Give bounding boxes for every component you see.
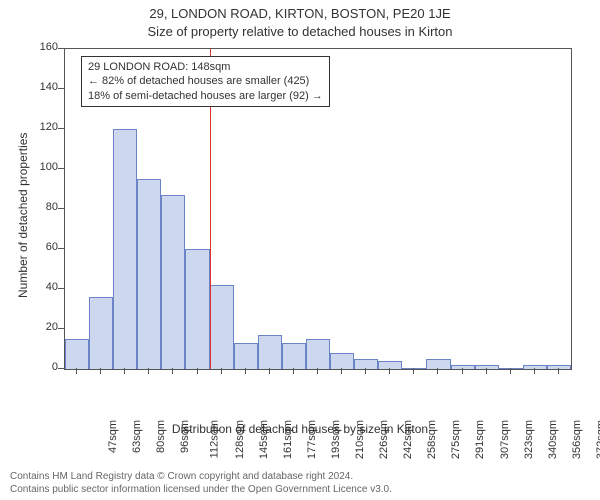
y-tick bbox=[58, 328, 64, 329]
y-tick-label: 140 bbox=[28, 81, 58, 93]
x-tick-label: 275sqm bbox=[451, 420, 463, 459]
x-tick-label: 258sqm bbox=[426, 420, 438, 459]
y-tick-label: 0 bbox=[28, 361, 58, 373]
x-tick bbox=[124, 368, 125, 374]
y-tick bbox=[58, 288, 64, 289]
histogram-bar bbox=[89, 297, 113, 369]
histogram-bar bbox=[426, 359, 450, 369]
y-tick-label: 100 bbox=[28, 161, 58, 173]
x-tick-label: 242sqm bbox=[402, 420, 414, 459]
x-tick bbox=[245, 368, 246, 374]
chart-subtitle: Size of property relative to detached ho… bbox=[0, 24, 600, 39]
histogram-bar bbox=[282, 343, 306, 369]
x-tick-label: 96sqm bbox=[179, 420, 191, 453]
histogram-bar bbox=[65, 339, 89, 369]
y-tick bbox=[58, 88, 64, 89]
y-tick bbox=[58, 128, 64, 129]
x-tick bbox=[197, 368, 198, 374]
annotation-line: ← 82% of detached houses are smaller (42… bbox=[88, 74, 323, 88]
histogram-bar bbox=[234, 343, 258, 369]
y-tick-label: 160 bbox=[28, 41, 58, 53]
y-tick bbox=[58, 368, 64, 369]
x-tick bbox=[365, 368, 366, 374]
histogram-bar bbox=[185, 249, 209, 369]
footer-line-1: Contains HM Land Registry data © Crown c… bbox=[10, 471, 392, 484]
x-tick bbox=[76, 368, 77, 374]
x-tick bbox=[413, 368, 414, 374]
x-tick bbox=[341, 368, 342, 374]
annotation-line: 29 LONDON ROAD: 148sqm bbox=[88, 60, 323, 74]
x-tick-label: 145sqm bbox=[258, 420, 270, 459]
histogram-bar bbox=[306, 339, 330, 369]
x-tick-label: 291sqm bbox=[475, 420, 487, 459]
x-tick-label: 193sqm bbox=[330, 420, 342, 459]
y-tick-label: 20 bbox=[28, 321, 58, 333]
x-tick bbox=[172, 368, 173, 374]
x-tick-label: 161sqm bbox=[282, 420, 294, 459]
annotation-line: 18% of semi-detached houses are larger (… bbox=[88, 89, 323, 103]
histogram-bar bbox=[523, 365, 547, 369]
footer-attribution: Contains HM Land Registry data © Crown c… bbox=[10, 471, 392, 496]
histogram-bar bbox=[547, 365, 571, 369]
x-tick bbox=[510, 368, 511, 374]
x-tick-label: 210sqm bbox=[354, 420, 366, 459]
histogram-bar bbox=[499, 368, 523, 369]
x-tick-label: 80sqm bbox=[155, 420, 167, 453]
x-tick-label: 128sqm bbox=[234, 420, 246, 459]
x-tick bbox=[269, 368, 270, 374]
histogram-bar bbox=[161, 195, 185, 369]
x-tick bbox=[100, 368, 101, 374]
x-tick-label: 372sqm bbox=[595, 420, 600, 459]
x-tick-label: 307sqm bbox=[499, 420, 511, 459]
x-tick-label: 340sqm bbox=[547, 420, 559, 459]
y-tick bbox=[58, 48, 64, 49]
plot-area: 29 LONDON ROAD: 148sqm← 82% of detached … bbox=[64, 48, 572, 370]
y-tick-label: 60 bbox=[28, 241, 58, 253]
histogram-bar bbox=[451, 365, 475, 369]
chart-container: 29, LONDON ROAD, KIRTON, BOSTON, PE20 1J… bbox=[0, 0, 600, 500]
histogram-bar bbox=[210, 285, 234, 369]
x-tick bbox=[221, 368, 222, 374]
histogram-bar bbox=[137, 179, 161, 369]
x-tick-label: 47sqm bbox=[107, 420, 119, 453]
x-tick bbox=[389, 368, 390, 374]
footer-line-2: Contains public sector information licen… bbox=[10, 484, 392, 497]
y-tick bbox=[58, 168, 64, 169]
x-tick bbox=[558, 368, 559, 374]
x-tick bbox=[534, 368, 535, 374]
x-tick-label: 323sqm bbox=[523, 420, 535, 459]
histogram-bar bbox=[330, 353, 354, 369]
histogram-bar bbox=[258, 335, 282, 369]
y-tick-label: 40 bbox=[28, 281, 58, 293]
y-tick-label: 80 bbox=[28, 201, 58, 213]
x-tick-label: 177sqm bbox=[306, 420, 318, 459]
histogram-bar bbox=[378, 361, 402, 369]
y-tick-label: 120 bbox=[28, 121, 58, 133]
x-tick bbox=[462, 368, 463, 374]
x-tick bbox=[437, 368, 438, 374]
histogram-bar bbox=[402, 368, 426, 369]
x-tick-label: 356sqm bbox=[571, 420, 583, 459]
histogram-bar bbox=[354, 359, 378, 369]
x-tick-label: 112sqm bbox=[209, 420, 221, 458]
y-tick bbox=[58, 208, 64, 209]
y-tick bbox=[58, 248, 64, 249]
x-tick bbox=[293, 368, 294, 374]
y-axis-label: Number of detached properties bbox=[16, 133, 30, 298]
x-tick bbox=[317, 368, 318, 374]
annotation-box: 29 LONDON ROAD: 148sqm← 82% of detached … bbox=[81, 56, 330, 107]
chart-title: 29, LONDON ROAD, KIRTON, BOSTON, PE20 1J… bbox=[0, 6, 600, 21]
x-tick bbox=[486, 368, 487, 374]
x-tick-label: 63sqm bbox=[131, 420, 143, 453]
x-tick-label: 226sqm bbox=[378, 420, 390, 459]
x-tick bbox=[148, 368, 149, 374]
histogram-bar bbox=[113, 129, 137, 369]
histogram-bar bbox=[475, 365, 499, 369]
